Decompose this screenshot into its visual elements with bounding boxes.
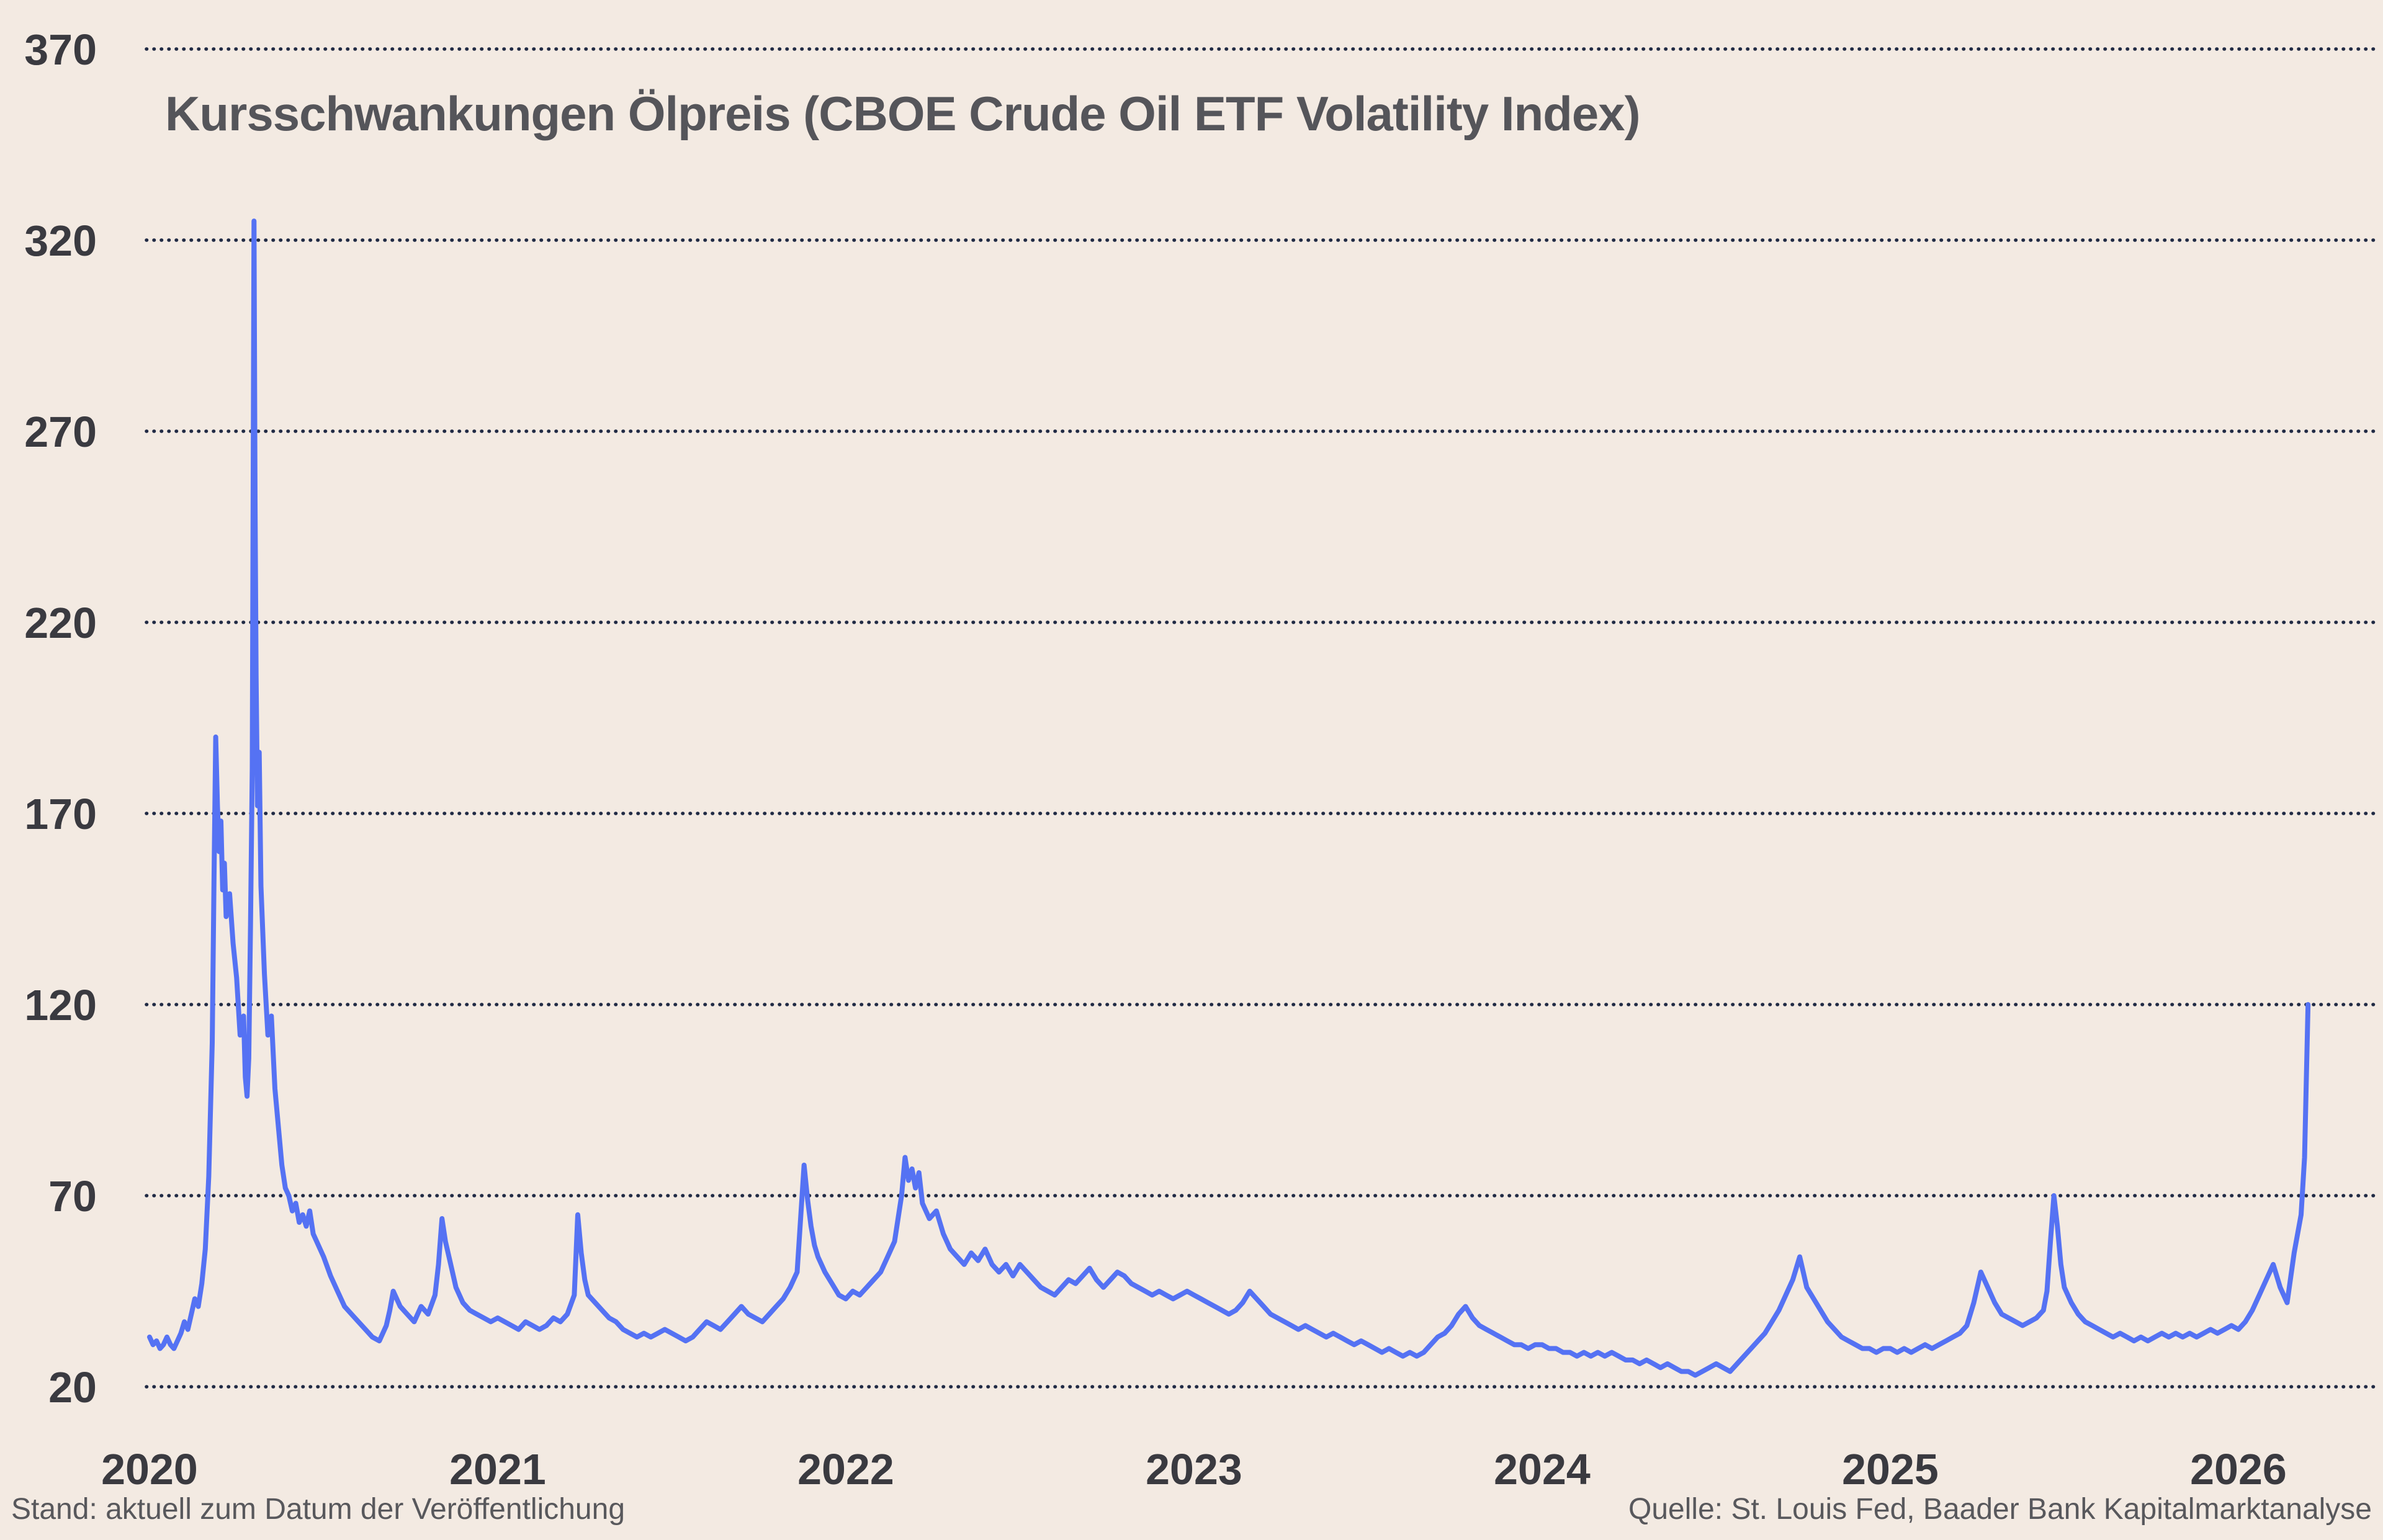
x-axis-label-2022: 2022 [797, 1445, 894, 1493]
y-axis-label-170: 170 [24, 790, 97, 838]
y-axis-label-220: 220 [24, 599, 97, 647]
footnote-source: Quelle: St. Louis Fed, Baader Bank Kapit… [1628, 1493, 2372, 1526]
y-axis-label-270: 270 [24, 408, 97, 456]
x-axis-label-2021: 2021 [449, 1445, 546, 1493]
y-axis-label-70: 70 [48, 1172, 97, 1220]
y-axis-label-20: 20 [48, 1363, 97, 1412]
x-axis-label-2020: 2020 [101, 1445, 198, 1493]
y-axis-label-370: 370 [24, 25, 97, 74]
x-axis-label-2026: 2026 [2190, 1445, 2287, 1493]
x-axis-label-2023: 2023 [1146, 1445, 1242, 1493]
y-axis-label-120: 120 [24, 981, 97, 1029]
y-axis-label-320: 320 [24, 217, 97, 265]
footnote-status: Stand: aktuell zum Datum der Veröffentli… [11, 1493, 626, 1526]
chart-title: Kursschwankungen Ölpreis (CBOE Crude Oil… [165, 86, 1641, 141]
x-axis-label-2025: 2025 [1842, 1445, 1939, 1493]
series-line-0 [147, 218, 2311, 1378]
x-axis-label-2024: 2024 [1494, 1445, 1591, 1493]
